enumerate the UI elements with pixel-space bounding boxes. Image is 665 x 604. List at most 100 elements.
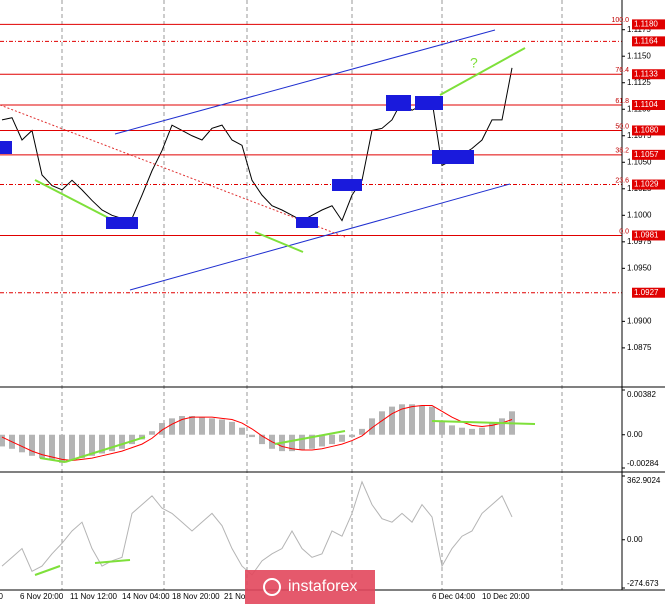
histogram-bar xyxy=(379,411,385,435)
zone xyxy=(0,141,12,154)
y-tick-label: 0.00 xyxy=(627,535,643,544)
y-tick-label: 1.0950 xyxy=(627,263,652,272)
level-label-box xyxy=(632,125,665,136)
y-tick-label: 0.00382 xyxy=(627,390,656,399)
x-tick-label: 21 No xyxy=(224,592,246,601)
histogram-bar xyxy=(339,434,345,442)
histogram-bar xyxy=(429,406,435,435)
zone xyxy=(332,179,362,191)
level-label-box xyxy=(632,36,665,47)
histogram-bar xyxy=(469,428,475,435)
x-tick-label: 6 Dec 04:00 xyxy=(432,592,476,601)
histogram-bar xyxy=(419,405,425,435)
histogram-bar xyxy=(349,434,355,438)
level-label: 1.1133 xyxy=(634,69,658,78)
y-tick-label: 1.1125 xyxy=(627,78,651,87)
watermark: instaforex xyxy=(245,570,375,604)
histogram-bar xyxy=(369,418,375,435)
level-label-box xyxy=(632,287,665,298)
green-line xyxy=(254,231,304,253)
labels: 1.11751.11501.11251.11001.10751.10501.10… xyxy=(0,17,665,601)
y-tick-label: -274.673 xyxy=(627,579,659,588)
histogram-bar xyxy=(129,434,135,445)
trend-line xyxy=(0,104,346,238)
histogram-bar xyxy=(79,434,85,459)
histogram-bar xyxy=(299,434,305,450)
fib-label: 23.6 xyxy=(615,177,629,184)
level-label-box xyxy=(632,69,665,80)
x-tick-label: 00 xyxy=(0,592,3,601)
y-tick-label: -0.00284 xyxy=(627,459,659,468)
y-tick-label: 1.1000 xyxy=(627,210,652,219)
histogram-bar xyxy=(389,406,395,435)
watermark-box xyxy=(245,570,375,604)
level-label-box xyxy=(632,19,665,30)
histogram-bar xyxy=(89,434,95,456)
histogram-bar xyxy=(169,418,175,435)
x-tick-label: 14 Nov 04:00 xyxy=(122,592,170,601)
histogram-bar xyxy=(149,431,155,435)
level-label-box xyxy=(632,149,665,160)
zone xyxy=(296,217,318,228)
histogram-bar xyxy=(219,419,225,435)
channel-lower xyxy=(129,183,511,291)
zone xyxy=(386,95,411,111)
histogram-bar xyxy=(359,428,365,435)
fib-label: 50.0 xyxy=(615,123,629,130)
histogram-bar xyxy=(119,434,125,449)
histogram-bar xyxy=(319,434,325,447)
histogram-bar xyxy=(289,434,295,452)
y-tick-label: 1.0900 xyxy=(627,316,652,325)
channel-upper xyxy=(114,29,496,135)
histogram-bar xyxy=(399,404,405,435)
plot xyxy=(0,23,622,576)
histogram-bar xyxy=(499,418,505,435)
green-line xyxy=(94,559,131,564)
zone xyxy=(415,96,443,110)
fib-label: 0.0 xyxy=(619,228,629,235)
level-label: 1.1104 xyxy=(634,100,658,109)
histogram-bar xyxy=(39,434,45,459)
y-tick-label: 0.00 xyxy=(627,430,643,439)
level-label: 1.1164 xyxy=(634,36,658,45)
histogram-bar xyxy=(209,418,215,435)
drawings: ? xyxy=(0,29,536,576)
level-label: 1.1180 xyxy=(634,20,658,29)
level-label-box xyxy=(632,100,665,110)
zone xyxy=(106,217,138,229)
histogram-bar xyxy=(19,434,25,453)
histogram-bar xyxy=(29,434,35,456)
level-label: 1.0927 xyxy=(634,288,659,297)
histogram-bar xyxy=(449,425,455,435)
watermark-logo xyxy=(263,578,281,596)
green-line xyxy=(34,565,61,576)
zone xyxy=(432,150,474,164)
histogram-bar xyxy=(0,434,5,447)
x-tick-label: 18 Nov 20:00 xyxy=(172,592,220,601)
y-tick-label: 1.1150 xyxy=(627,51,651,60)
histogram-bar xyxy=(69,434,75,461)
level-label: 1.1080 xyxy=(634,126,659,135)
histogram-bar xyxy=(439,420,445,435)
histogram-bar xyxy=(109,434,115,452)
green-line xyxy=(431,420,536,425)
level-label: 1.0981 xyxy=(634,231,659,240)
histogram-bar xyxy=(259,434,265,445)
histogram-bar xyxy=(409,404,415,435)
x-tick-label: 11 Nov 12:00 xyxy=(70,592,118,601)
y-tick-label: 1.1050 xyxy=(627,157,652,166)
histogram-bar xyxy=(189,416,195,435)
histogram-bar xyxy=(459,427,465,435)
y-tick-label: 1.0975 xyxy=(627,237,652,246)
level-label: 1.1057 xyxy=(634,150,659,159)
green-line xyxy=(439,47,526,96)
level-label-box xyxy=(632,179,665,190)
histogram-bar xyxy=(239,427,245,435)
fib-label: 61.8 xyxy=(615,98,629,105)
fib-label: 100.0 xyxy=(611,17,629,24)
histogram-bar xyxy=(49,434,55,461)
x-tick-label: 10 Dec 20:00 xyxy=(482,592,530,601)
histogram-bar xyxy=(249,434,255,438)
